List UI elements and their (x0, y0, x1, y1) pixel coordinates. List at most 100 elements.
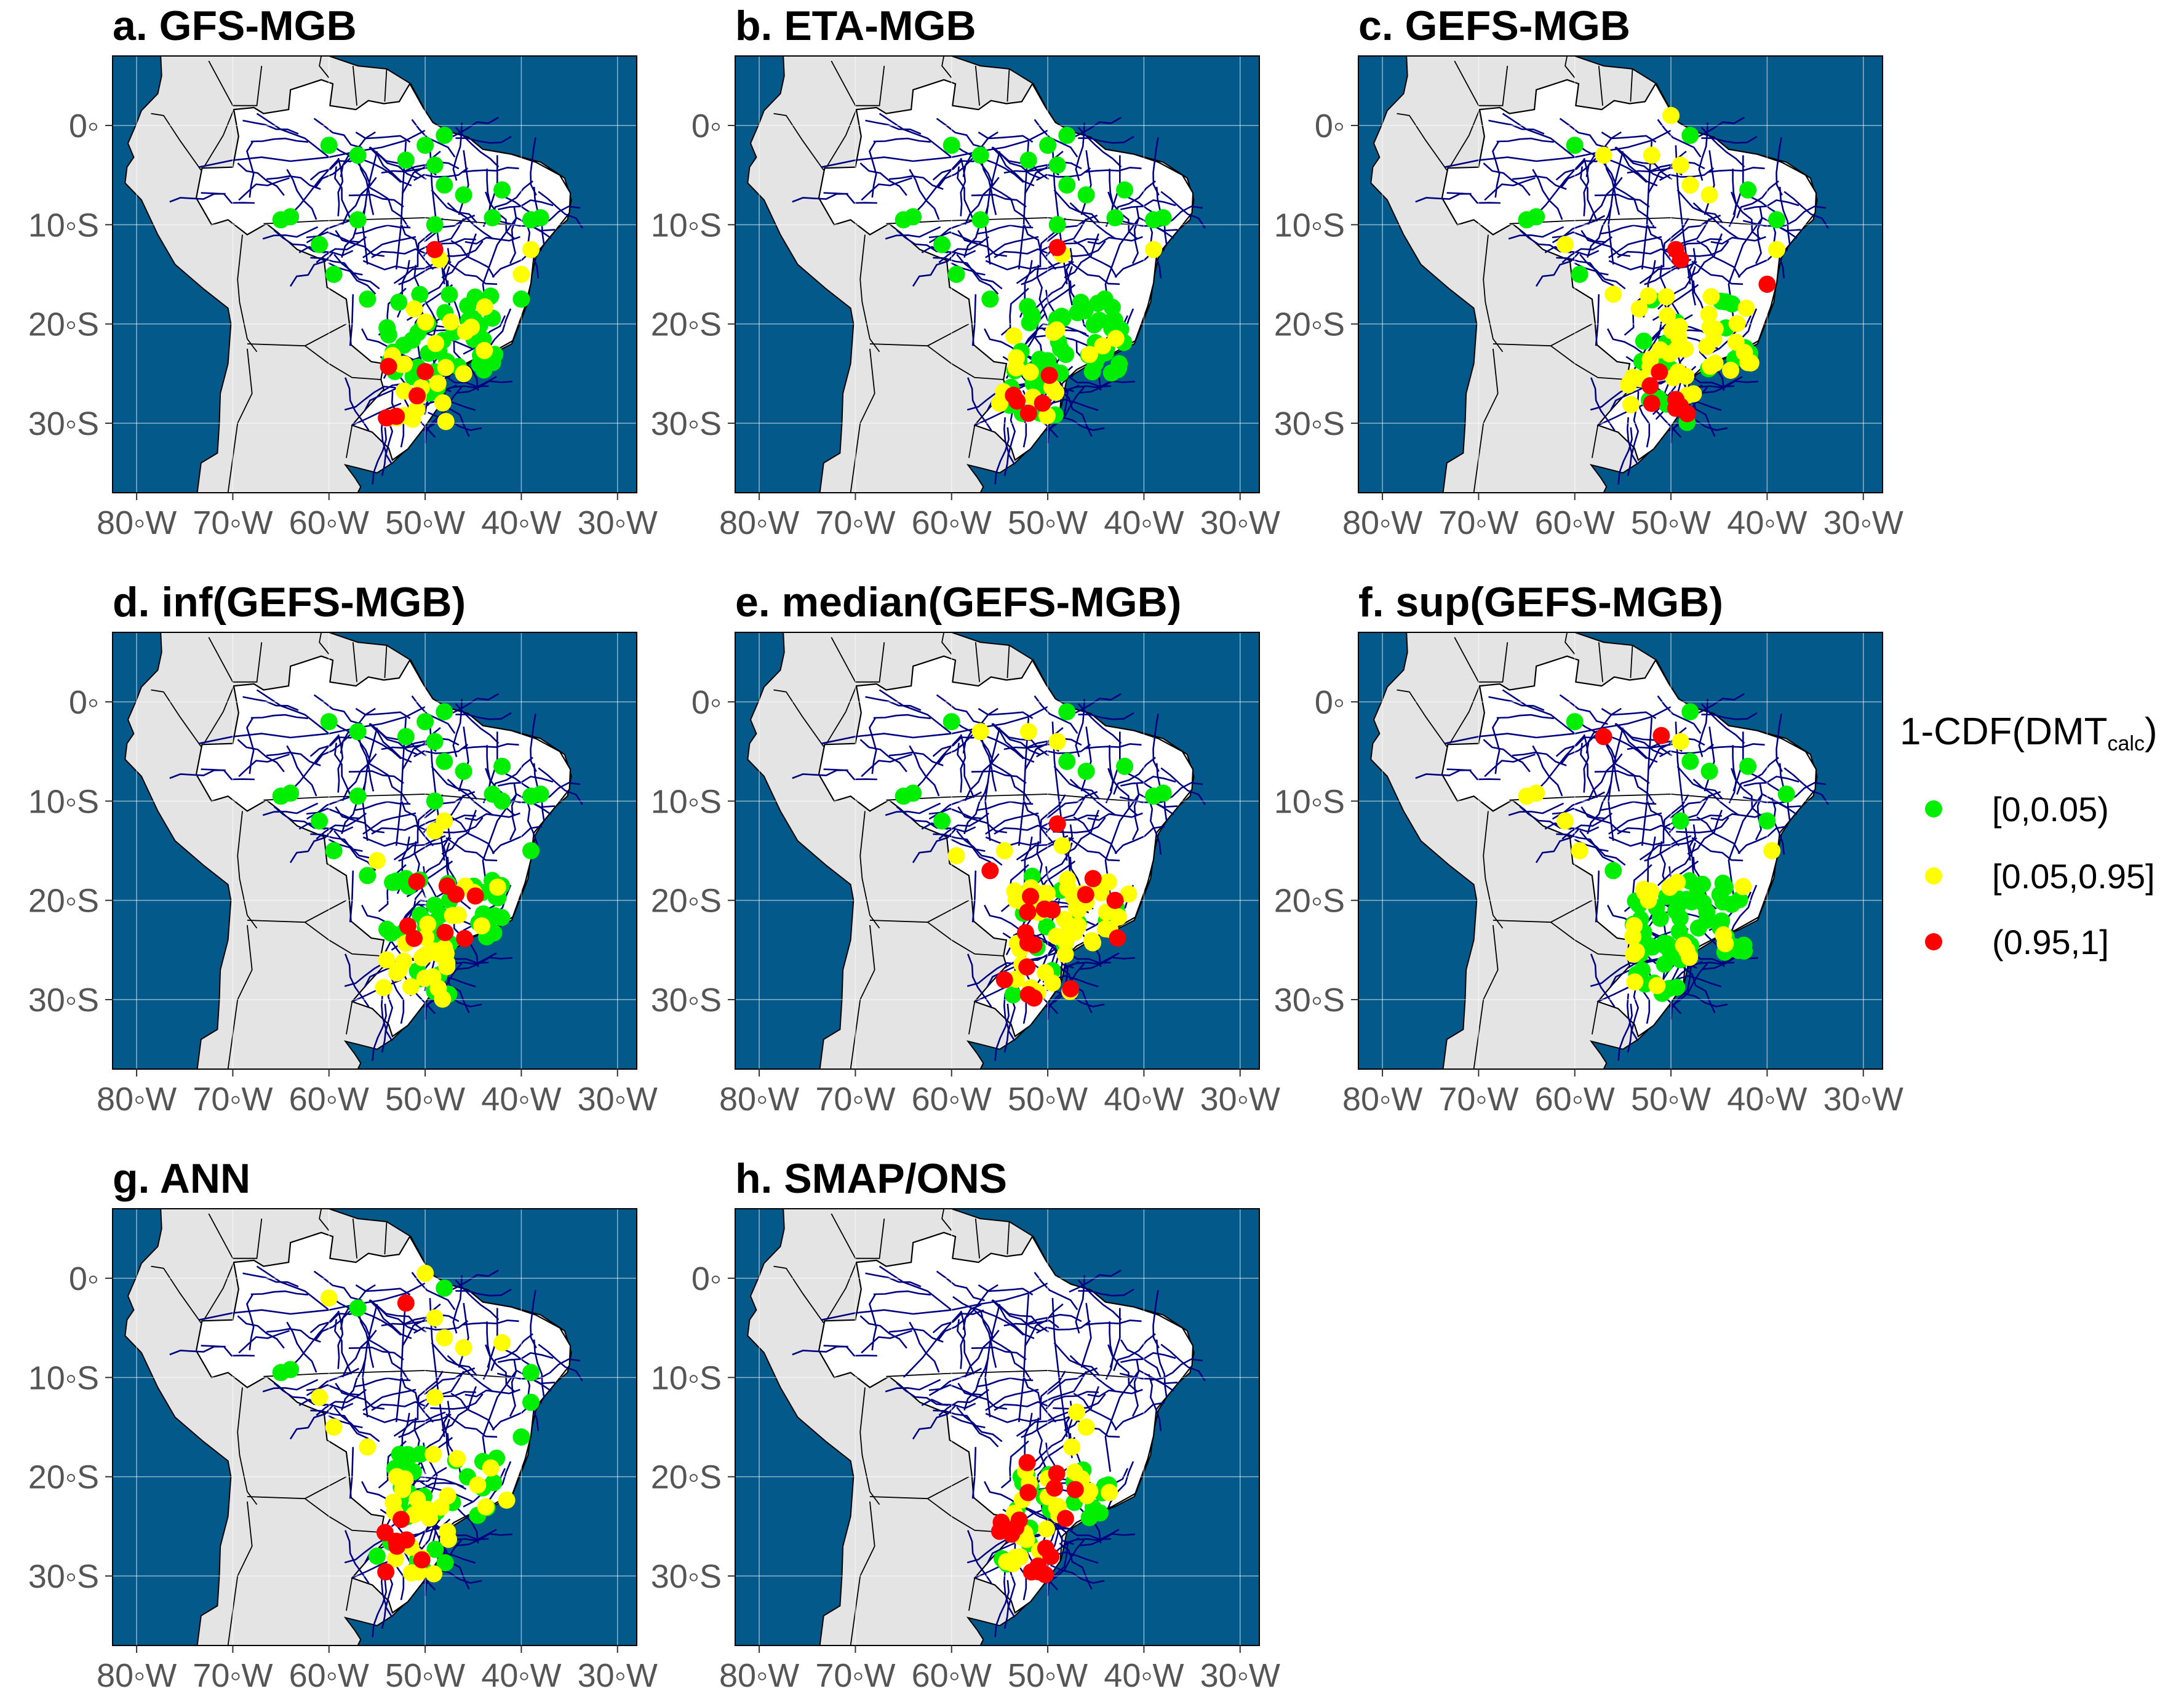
river (498, 776, 554, 787)
river (1036, 167, 1091, 181)
river (1131, 782, 1140, 841)
river (1022, 223, 1057, 270)
river (956, 1406, 1003, 1442)
y-tick-label: 0◦ (691, 684, 722, 721)
y-tick-label: 0◦ (1315, 108, 1345, 145)
y-tick-label: 20◦S (28, 306, 99, 343)
river (400, 799, 434, 846)
station-marker-yellow (419, 915, 437, 933)
river (1080, 150, 1092, 215)
river (985, 236, 1039, 258)
country-border (974, 1219, 980, 1259)
river (1631, 984, 1639, 1041)
station-marker-yellow (417, 946, 434, 964)
station-marker-green (1058, 703, 1076, 721)
river (538, 767, 583, 805)
river (509, 206, 517, 265)
river (1744, 776, 1799, 787)
river (1544, 822, 1600, 833)
station-marker-red (1019, 903, 1037, 921)
river (1659, 167, 1715, 181)
river (354, 1377, 411, 1388)
station-marker-red (1010, 1511, 1028, 1529)
river (1160, 767, 1206, 805)
river (1631, 408, 1639, 465)
river (1657, 695, 1702, 734)
country-border (151, 1265, 202, 1324)
river (355, 1284, 411, 1295)
river (869, 1293, 877, 1351)
station-marker-green (397, 151, 415, 169)
river (1160, 1343, 1206, 1382)
river (1484, 177, 1536, 201)
station-marker-green (431, 906, 449, 924)
river (1147, 1374, 1162, 1431)
x-tick-label: 70◦W (193, 1657, 273, 1694)
river (1579, 253, 1626, 290)
station-marker-green (1116, 757, 1134, 775)
station-marker-yellow (394, 1476, 412, 1494)
station-marker-red (1643, 394, 1660, 412)
river (936, 694, 985, 725)
x-tick-label: 50◦W (385, 504, 465, 541)
station-marker-green (1019, 151, 1037, 169)
panel-title-d: d. inf(GEFS-MGB) (113, 579, 466, 626)
river (1492, 717, 1501, 774)
river (1614, 146, 1658, 187)
river (960, 157, 966, 217)
legend-swatch-yellow (1925, 867, 1942, 885)
x-tick-label: 80◦W (97, 1657, 177, 1694)
river (1084, 167, 1142, 173)
country-border (208, 60, 263, 106)
river (1045, 1391, 1099, 1410)
river (994, 1580, 1010, 1637)
river (1600, 225, 1657, 235)
station-marker-yellow (424, 1446, 442, 1463)
station-marker-green (325, 266, 343, 283)
y-tick-label: 0◦ (691, 1260, 722, 1297)
station-marker-green (1604, 862, 1622, 880)
station-marker-green (395, 336, 413, 354)
station-marker-red (388, 1532, 405, 1550)
river (372, 1580, 387, 1637)
river (1087, 236, 1143, 245)
y-tick-label: 10◦S (651, 1359, 722, 1396)
station-marker-yellow (1595, 146, 1612, 164)
river (1077, 127, 1122, 168)
panel-frame (735, 1208, 1260, 1646)
station-marker-yellow (1094, 337, 1112, 355)
river (1508, 802, 1564, 816)
station-marker-red (1056, 1510, 1074, 1527)
river (1783, 767, 1829, 805)
station-marker-green (971, 146, 989, 164)
river (985, 1412, 1042, 1423)
country-border (1592, 1001, 1599, 1035)
river (1601, 707, 1657, 719)
station-marker-yellow (1099, 873, 1117, 891)
river (1590, 953, 1616, 1008)
river (992, 723, 1042, 756)
river (885, 226, 941, 240)
y-tick-label: 10◦S (651, 783, 722, 820)
river (1614, 723, 1658, 763)
river (371, 824, 426, 835)
river (371, 1401, 426, 1411)
station-marker-yellow (1021, 364, 1039, 381)
river (1120, 776, 1176, 787)
station-marker-yellow (1081, 1482, 1099, 1500)
station-marker-green (1104, 312, 1122, 330)
river (966, 962, 1019, 987)
river (341, 177, 377, 225)
river (411, 695, 456, 734)
river (1696, 240, 1741, 278)
river (1084, 1319, 1142, 1326)
river (1600, 801, 1657, 811)
river (238, 754, 290, 778)
river (411, 119, 456, 158)
river (1053, 1342, 1101, 1377)
x-tick-label: 60◦W (912, 1081, 992, 1118)
river (400, 223, 434, 270)
station-marker-yellow (1648, 977, 1666, 995)
river (1676, 189, 1724, 224)
river (1646, 799, 1680, 846)
